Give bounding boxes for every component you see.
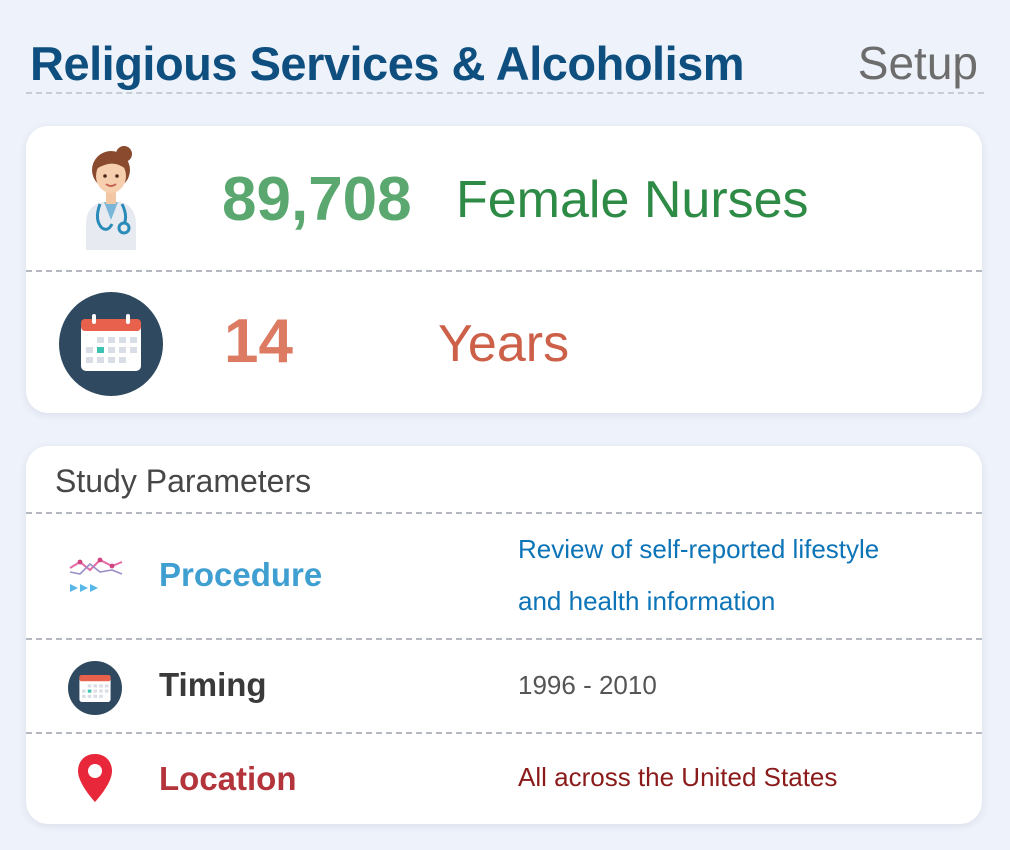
summary-card: 89,708 Female Nurses 14 Years — [26, 126, 982, 413]
location-label: Location — [159, 760, 297, 797]
participant-count: 89,708 — [222, 165, 412, 234]
procedure-label: Procedure — [159, 556, 323, 593]
procedure-row: Procedure Review of self-reported lifest… — [26, 514, 982, 640]
location-value: All across the United States — [518, 762, 838, 792]
page-header: Religious Services & Alcoholism Setup — [26, 20, 984, 94]
duration-count: 14 — [224, 307, 293, 376]
calendar-icon — [68, 661, 122, 715]
study-parameters-heading: Study Parameters — [55, 463, 312, 499]
participant-label: Female Nurses — [456, 171, 809, 229]
nurse-icon — [78, 146, 144, 250]
timing-row: Timing 1996 - 2010 — [26, 640, 982, 734]
duration-label: Years — [438, 315, 570, 373]
trend-chart-icon — [66, 554, 124, 594]
setup-link[interactable]: Setup — [857, 37, 978, 89]
procedure-value-line2: and health information — [518, 586, 776, 616]
location-row: Location All across the United States — [26, 734, 982, 824]
calendar-icon — [59, 292, 163, 396]
study-parameters-card: Study Parameters Procedure Review of sel… — [26, 446, 982, 824]
procedure-value-line1: Review of self-reported lifestyle — [518, 534, 880, 564]
timing-label: Timing — [159, 666, 267, 703]
duration-row: 14 Years — [26, 272, 982, 413]
timing-value: 1996 - 2010 — [518, 670, 657, 700]
page-title: Religious Services & Alcoholism — [30, 37, 745, 90]
map-pin-icon — [76, 752, 114, 804]
participants-row: 89,708 Female Nurses — [26, 126, 982, 272]
study-parameters-header: Study Parameters — [26, 446, 982, 514]
